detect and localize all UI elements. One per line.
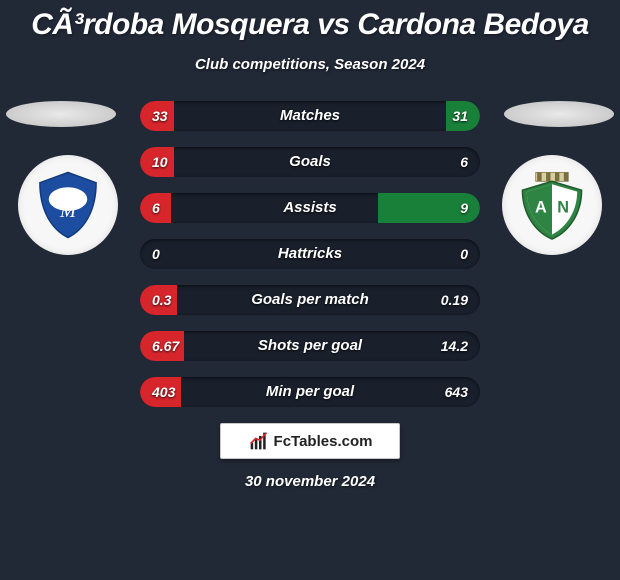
right-team-badge: A N [502, 155, 602, 255]
stat-row: 10Goals6 [140, 147, 480, 177]
watermark-badge: FcTables.com [220, 423, 400, 459]
page-title: CÃ³rdoba Mosquera vs Cardona Bedoya [0, 0, 620, 42]
stat-label: Goals per match [140, 285, 480, 315]
stat-row: 403Min per goal643 [140, 377, 480, 407]
stat-row: 6.67Shots per goal14.2 [140, 331, 480, 361]
stat-row: 6Assists9 [140, 193, 480, 223]
svg-text:A: A [535, 198, 547, 216]
stat-label: Goals [140, 147, 480, 177]
stat-value-right: 0 [460, 239, 468, 269]
svg-text:N: N [557, 198, 569, 216]
stat-label: Min per goal [140, 377, 480, 407]
svg-text:M: M [59, 201, 77, 222]
chart-icon [248, 431, 270, 451]
comparison-panel: M A N 33Matches3110Goals66Assists90Hattr… [0, 101, 620, 490]
stat-row: 0.3Goals per match0.19 [140, 285, 480, 315]
left-crest-icon: M [31, 168, 105, 242]
stat-value-right: 0.19 [441, 285, 468, 315]
stat-value-right: 6 [460, 147, 468, 177]
date-text: 30 november 2024 [0, 473, 620, 490]
stat-value-right: 643 [445, 377, 468, 407]
right-platform-ellipse [504, 101, 614, 127]
stats-list: 33Matches3110Goals66Assists90Hattricks00… [140, 101, 480, 407]
watermark-text: FcTables.com [274, 433, 373, 450]
stat-value-right: 31 [452, 101, 468, 131]
stat-label: Matches [140, 101, 480, 131]
stat-row: 0Hattricks0 [140, 239, 480, 269]
stat-value-right: 14.2 [441, 331, 468, 361]
stat-label: Assists [140, 193, 480, 223]
subtitle: Club competitions, Season 2024 [0, 56, 620, 73]
left-platform-ellipse [6, 101, 116, 127]
stat-label: Hattricks [140, 239, 480, 269]
right-crest-icon: A N [515, 168, 589, 242]
left-team-badge: M [18, 155, 118, 255]
stat-value-right: 9 [460, 193, 468, 223]
stat-label: Shots per goal [140, 331, 480, 361]
stat-row: 33Matches31 [140, 101, 480, 131]
